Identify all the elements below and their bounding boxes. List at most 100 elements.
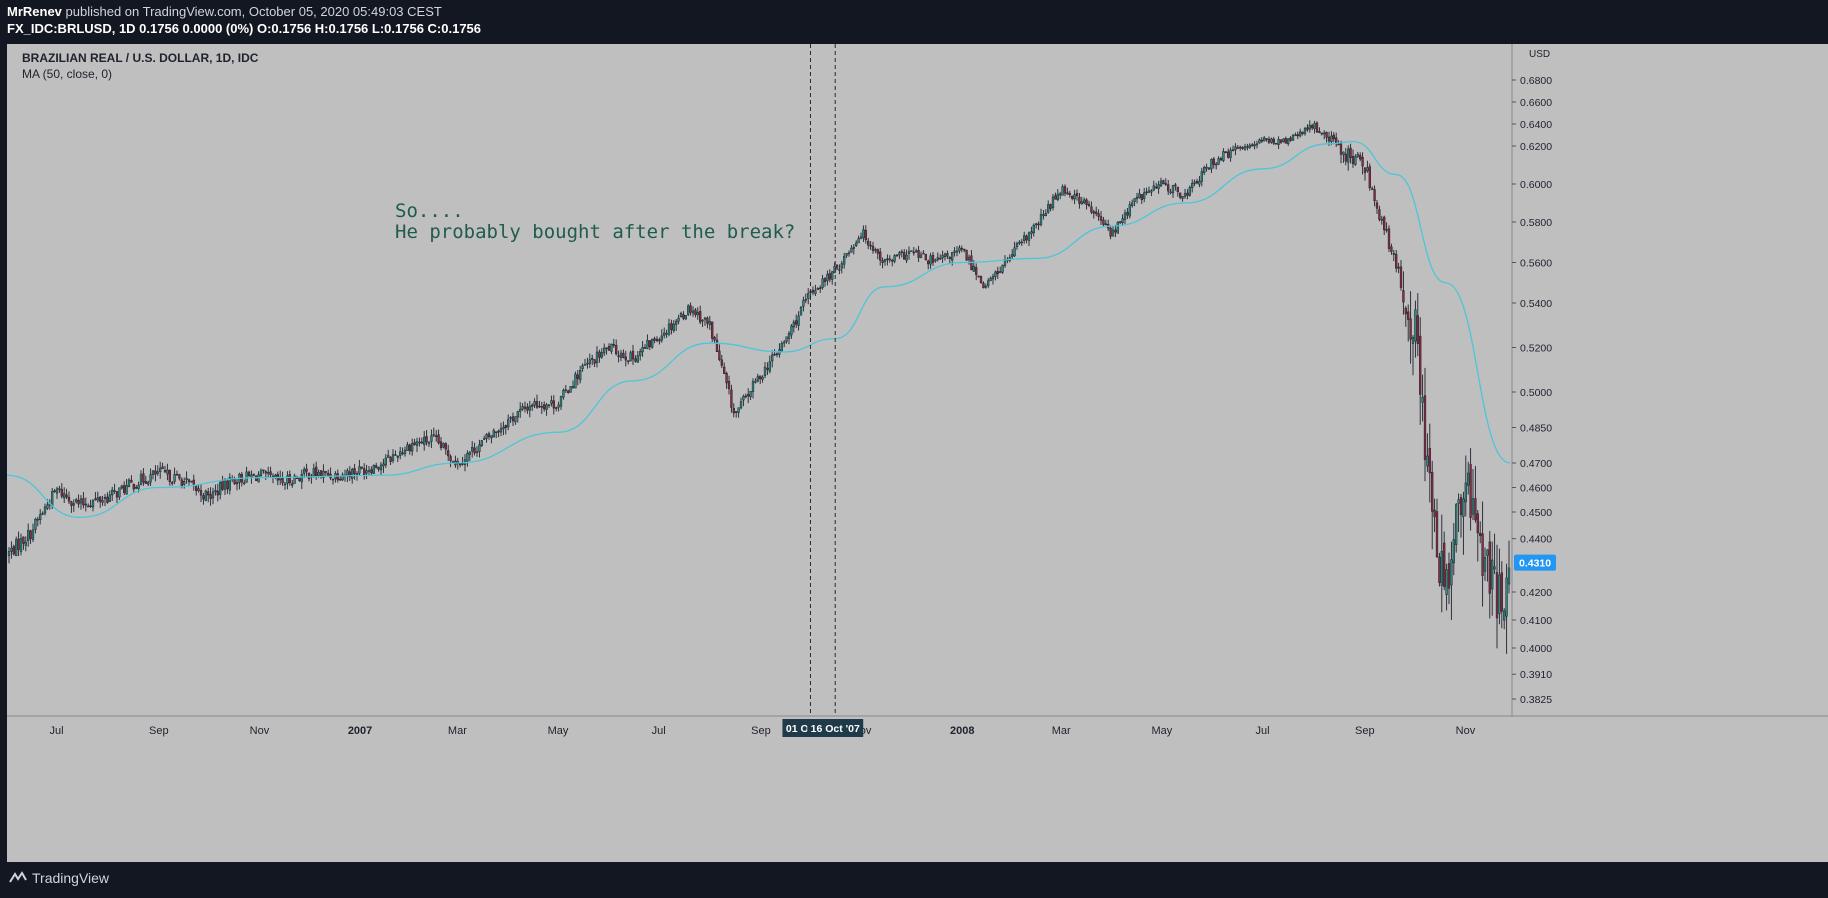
- candle-body: [835, 264, 839, 269]
- candle-body: [437, 434, 440, 444]
- candle-body: [142, 473, 145, 483]
- candle-body: [204, 490, 207, 501]
- candle-body: [1157, 184, 1160, 189]
- candle-body: [391, 454, 395, 461]
- tradingview-logo[interactable]: TradingView: [9, 870, 109, 886]
- time-tick-label: May: [548, 725, 569, 737]
- candle-body: [864, 230, 867, 241]
- candle-body: [1455, 504, 1458, 545]
- candle-body: [845, 253, 848, 256]
- candle-body: [550, 400, 553, 404]
- candle-body: [207, 491, 210, 496]
- candle-body: [327, 472, 330, 476]
- candle-body: [615, 345, 618, 355]
- candle-body: [1212, 158, 1215, 165]
- candle-body: [1450, 559, 1453, 586]
- time-tick-label: Jul: [652, 725, 666, 737]
- candle-body: [775, 353, 779, 356]
- candle-body: [653, 338, 656, 341]
- candle-body: [163, 469, 167, 473]
- candle-body: [1373, 189, 1376, 202]
- candle-body: [1361, 157, 1364, 167]
- candle-body: [1087, 203, 1091, 206]
- indicator-label[interactable]: MA (50, close, 0): [22, 67, 113, 81]
- candle-body: [490, 435, 493, 439]
- candle-body: [562, 390, 565, 398]
- candle-body: [120, 485, 123, 489]
- candle-body: [1452, 539, 1455, 564]
- candle-body: [46, 504, 49, 509]
- candle-body: [492, 430, 495, 438]
- candle-body: [559, 396, 563, 407]
- candle-body: [1215, 163, 1218, 166]
- candle-body: [663, 332, 666, 336]
- price-tick-label: 0.5200: [1520, 343, 1552, 355]
- candle-body: [247, 471, 251, 477]
- candle-body: [545, 404, 548, 410]
- last-price-badge: [1514, 554, 1556, 571]
- candle-body: [1056, 193, 1059, 200]
- candle-body: [591, 358, 594, 360]
- candle-body: [1275, 142, 1278, 145]
- candle-body: [379, 464, 383, 470]
- currency-label: USD: [1529, 49, 1550, 60]
- candle-body: [156, 471, 159, 474]
- author-name[interactable]: MrRenev: [7, 4, 62, 19]
- candle-body: [267, 472, 270, 474]
- candle-body: [70, 501, 73, 506]
- candle-body: [401, 452, 404, 455]
- candle-body: [154, 470, 157, 475]
- candle-body: [399, 451, 402, 456]
- candle-body: [1210, 159, 1213, 170]
- candle-body: [1042, 214, 1045, 217]
- candle-body: [1349, 147, 1352, 159]
- candle-body: [1359, 155, 1362, 160]
- chart-area[interactable]: 0.6800 0.6600 0.6400 0.6200 0.6000 0.5800 0.56…: [7, 44, 1828, 862]
- candle-body: [677, 317, 680, 322]
- candle-body: [1219, 157, 1223, 161]
- candle-body: [1428, 448, 1431, 474]
- candle-body: [1152, 185, 1155, 191]
- candle-body: [1272, 138, 1275, 144]
- candle-body: [483, 438, 486, 440]
- candle-body: [799, 306, 803, 316]
- candle-body: [795, 320, 798, 325]
- annotation-text[interactable]: He probably bought after the break?: [395, 221, 795, 243]
- candle-body: [161, 466, 164, 469]
- candle-body: [485, 434, 488, 439]
- candle-body: [130, 479, 133, 483]
- candle-body: [684, 315, 687, 320]
- candle-body: [39, 514, 42, 520]
- candle-body: [1476, 513, 1479, 534]
- candle-body: [312, 468, 315, 477]
- candle-body: [1147, 190, 1151, 193]
- chart-title: BRAZILIAN REAL / U.S. DOLLAR, 1D, IDC: [22, 51, 259, 65]
- candle-body: [219, 482, 222, 495]
- candle-body: [547, 404, 551, 406]
- candle-body: [348, 471, 351, 478]
- candle-body: [862, 229, 865, 239]
- ma50-line[interactable]: [7, 140, 1511, 518]
- candle-body: [552, 400, 555, 409]
- candle-body: [171, 482, 174, 484]
- candle-body: [1162, 180, 1165, 185]
- candle-body: [720, 359, 723, 366]
- annotation-text[interactable]: So....: [395, 200, 464, 222]
- candle-body: [24, 541, 27, 546]
- candle-body: [1363, 167, 1367, 173]
- candle-body: [1083, 199, 1086, 203]
- price-chart[interactable]: 0.6800 0.6600 0.6400 0.6200 0.6000 0.5800 0.56…: [7, 44, 1828, 862]
- candle-body: [1246, 146, 1249, 148]
- candle-body: [127, 479, 131, 487]
- candle-body: [1323, 132, 1326, 135]
- candle-body: [749, 391, 752, 398]
- candle-body: [927, 260, 930, 265]
- candle-body: [264, 471, 267, 474]
- candle-body: [847, 252, 851, 255]
- candle-body: [948, 257, 951, 259]
- candle-body: [867, 240, 870, 246]
- ticker-ohlc-line: FX_IDC:BRLUSD, 1D 0.1756 0.0000 (0%) O:0…: [7, 21, 482, 36]
- candle-body: [175, 473, 179, 476]
- candle-body: [610, 343, 613, 352]
- candle-body: [1467, 472, 1470, 486]
